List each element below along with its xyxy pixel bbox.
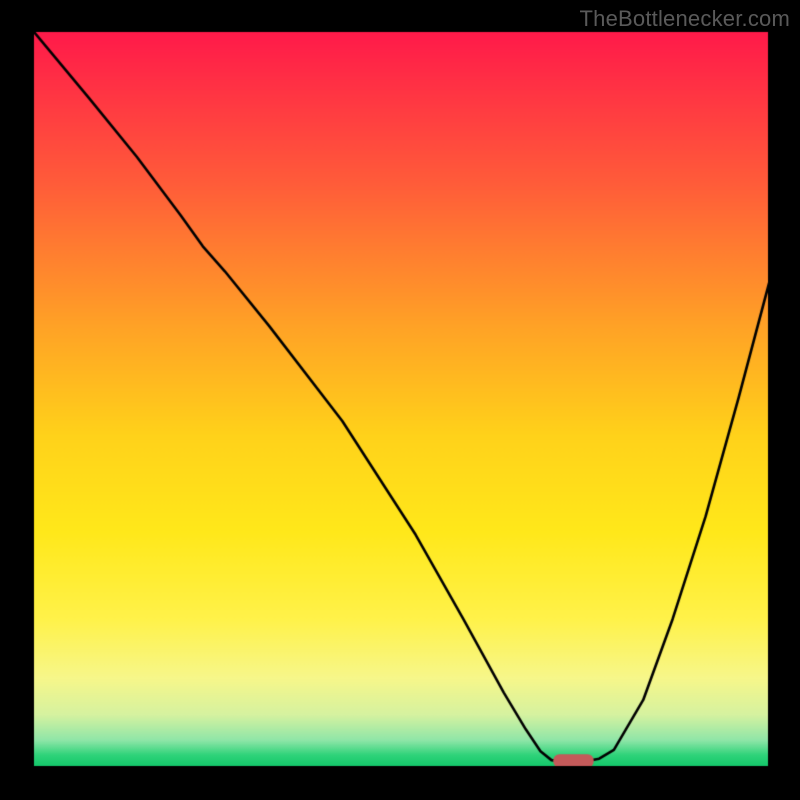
source-watermark: TheBottlenecker.com: [580, 6, 790, 32]
bottleneck-curve-chart: [0, 0, 800, 800]
